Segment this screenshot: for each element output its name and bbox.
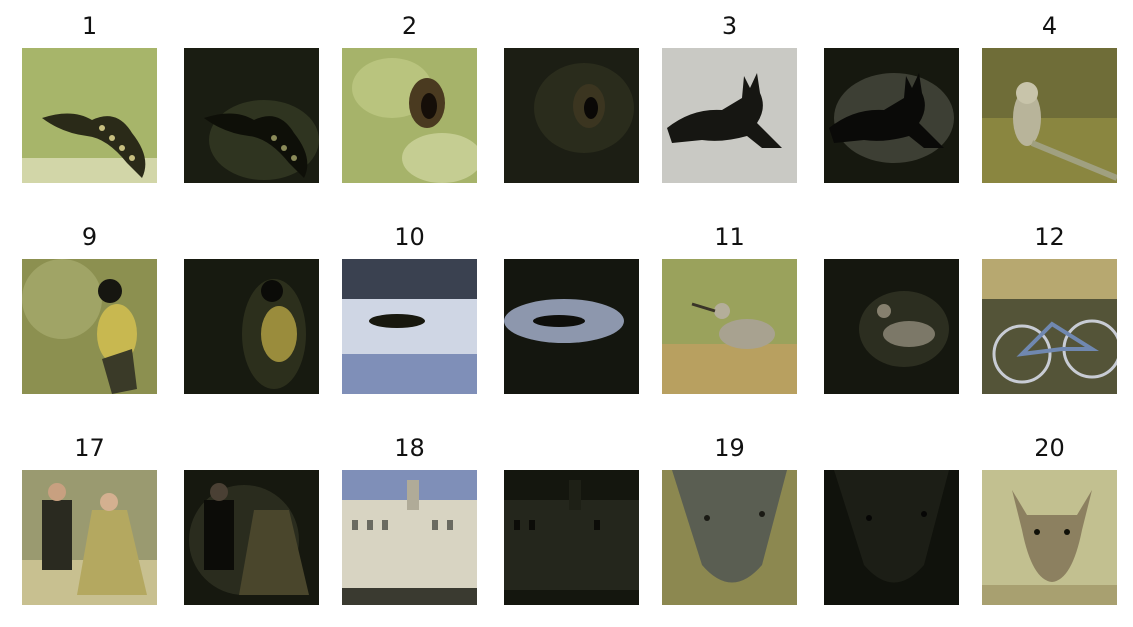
masked-image-couple <box>184 470 319 605</box>
masked-image-dog <box>824 48 959 183</box>
image-label: 4 <box>1041 12 1058 40</box>
image-label: 12 <box>1034 223 1065 251</box>
original-image-seal-waves <box>342 259 477 394</box>
image-label: 10 <box>394 223 425 251</box>
original-image-dog <box>662 48 797 183</box>
image-label: 11 <box>714 223 745 251</box>
image-label: 1 <box>81 12 98 40</box>
original-image-couple <box>22 470 157 605</box>
image-label: 3 <box>721 12 738 40</box>
image-label: 20 <box>1034 434 1065 462</box>
original-image-salamander <box>22 48 157 183</box>
image-label: 18 <box>394 434 425 462</box>
original-image-sandpiper <box>662 259 797 394</box>
image-label: 17 <box>74 434 105 462</box>
image-label: 19 <box>714 434 745 462</box>
masked-image-hole <box>504 48 639 183</box>
masked-image-salamander <box>184 48 319 183</box>
masked-image-snout <box>824 470 959 605</box>
original-image-snout <box>662 470 797 605</box>
masked-image-songbird <box>184 259 319 394</box>
original-image-llama <box>982 470 1117 605</box>
original-image-songbird <box>22 259 157 394</box>
image-label: 2 <box>401 12 418 40</box>
original-image-building <box>342 470 477 605</box>
original-image-owl <box>982 48 1117 183</box>
original-image-bicycle <box>982 259 1117 394</box>
image-label: 9 <box>81 223 98 251</box>
masked-image-building <box>504 470 639 605</box>
original-image-hole <box>342 48 477 183</box>
masked-image-seal-waves <box>504 259 639 394</box>
masked-image-sandpiper <box>824 259 959 394</box>
